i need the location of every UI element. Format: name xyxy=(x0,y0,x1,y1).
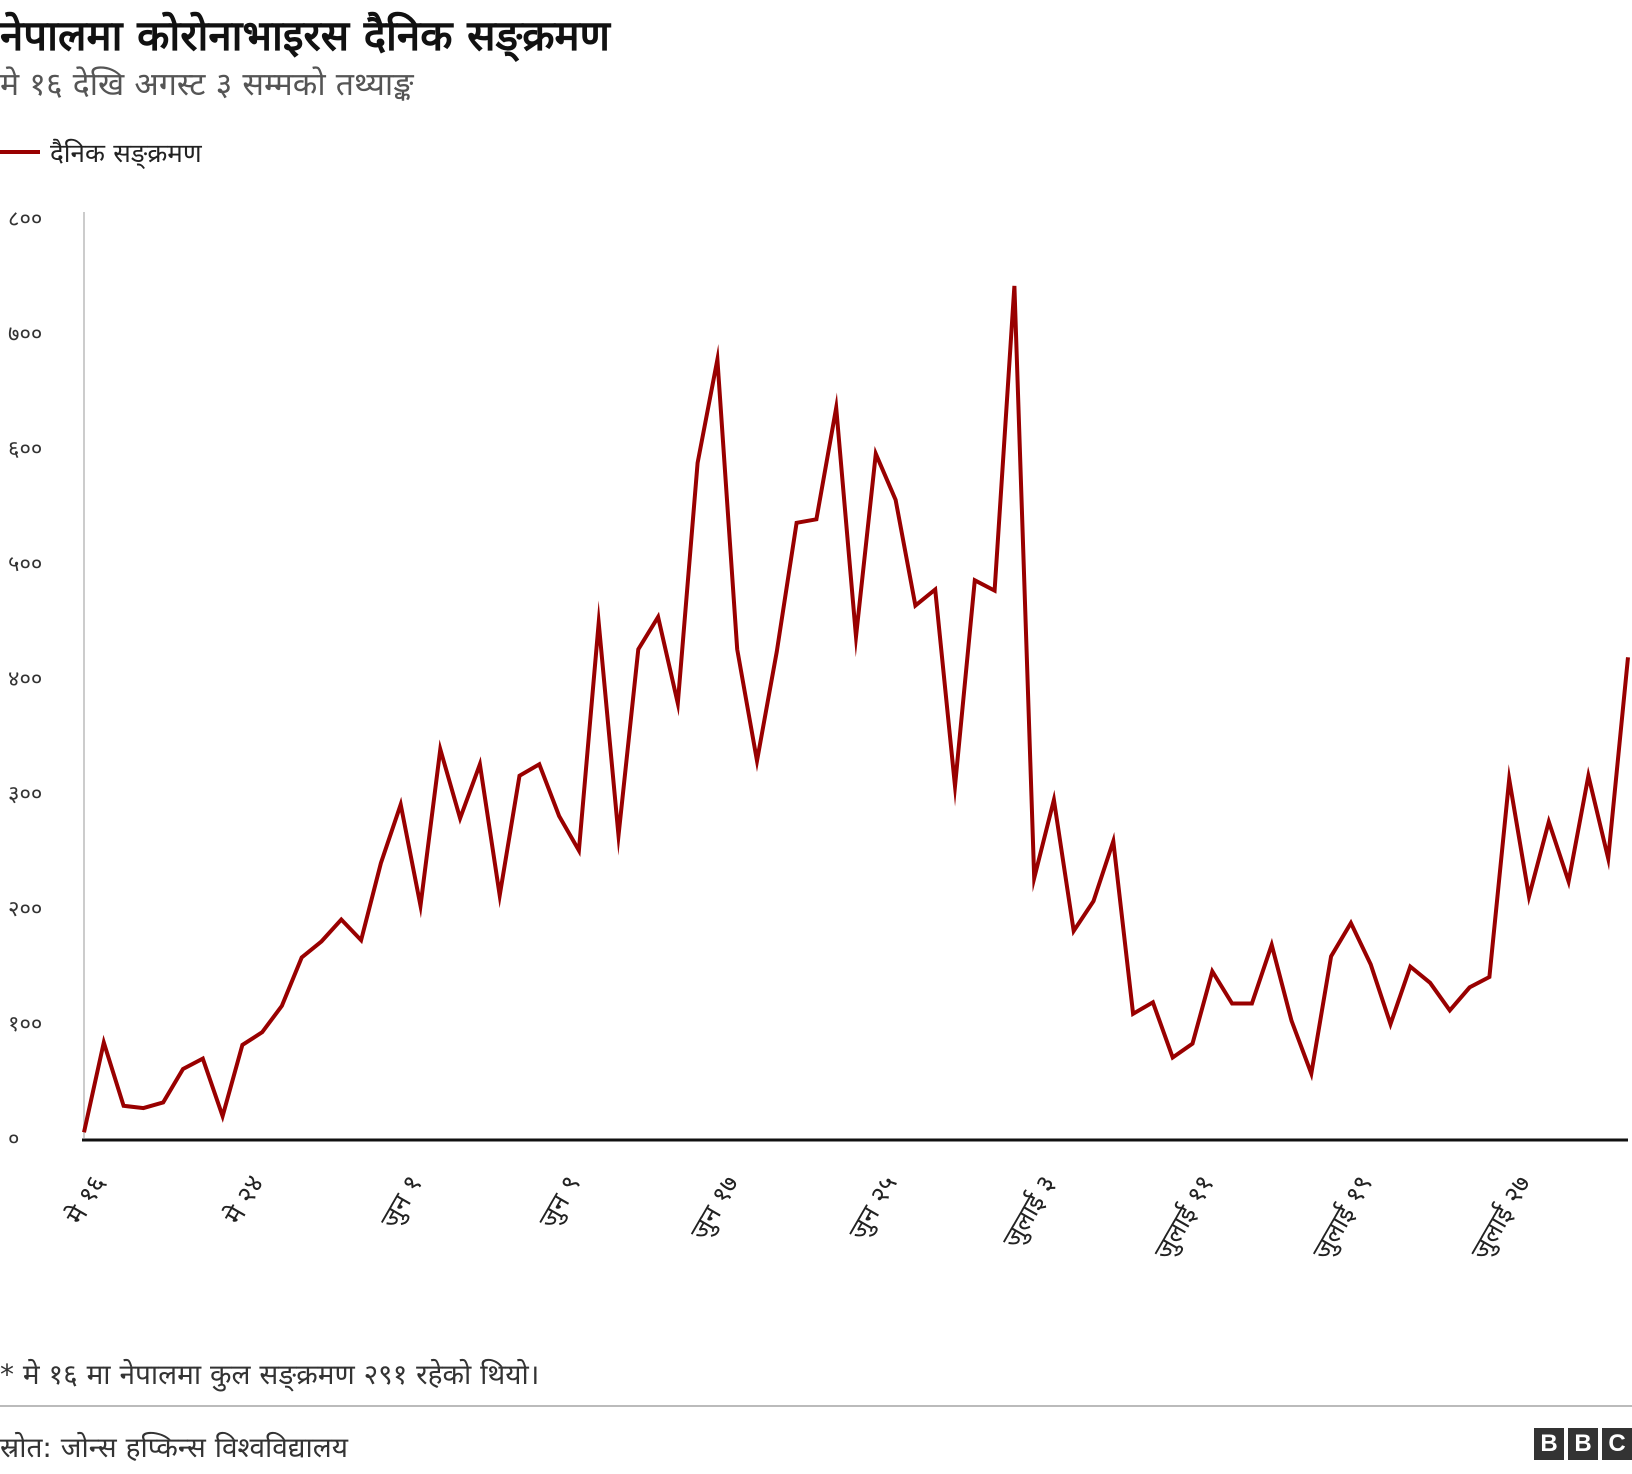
legend: दैनिक सङ्क्रमण xyxy=(0,134,202,170)
x-tick-label: जुन १ xyxy=(375,1171,429,1234)
legend-label: दैनिक सङ्क्रमण xyxy=(50,139,202,169)
y-tick-label: ७०० xyxy=(8,322,42,347)
y-tick-label: ५०० xyxy=(8,552,42,577)
logo-letter: C xyxy=(1602,1428,1632,1460)
y-tick-label: २०० xyxy=(8,897,42,922)
x-tick-label: मे १६ xyxy=(60,1170,112,1230)
x-tick-label: जुलाई २७ xyxy=(1465,1170,1538,1265)
y-tick-label: १०० xyxy=(8,1012,42,1037)
x-tick-label: जुलाई १९ xyxy=(1306,1170,1379,1265)
y-tick-label: ६०० xyxy=(8,437,42,462)
line-chart: ० १०० २०० ३०० ४०० ५०० ६०० ७०० ८०० मे १६ मे २४ जुन १… xyxy=(8,207,1630,1265)
y-tick-label: ३०० xyxy=(8,782,42,807)
x-tick-group: मे २४ xyxy=(218,1170,270,1230)
x-tick-label: जुलाई ३ xyxy=(996,1170,1062,1253)
footnote: * मे १६ मा नेपालमा कुल सङ्क्रमण २९१ रहेक… xyxy=(0,1358,540,1391)
y-tick-label: ० xyxy=(8,1127,19,1152)
x-tick-label: जुन ९ xyxy=(533,1171,587,1234)
x-tick-group: जुन १ xyxy=(375,1171,429,1234)
x-tick-label: जुलाई ११ xyxy=(1148,1170,1221,1265)
x-tick-group: मे १६ xyxy=(60,1170,112,1230)
source-note: स्रोत: जोन्स हप्किन्स विश्वविद्यालय xyxy=(0,1431,348,1464)
divider xyxy=(0,1405,1632,1407)
series-line xyxy=(82,285,1630,1133)
x-tick-label: जुन १७ xyxy=(685,1171,745,1246)
x-tick-label: जुन २५ xyxy=(843,1171,903,1246)
x-tick-group: जुलाई ११ xyxy=(1148,1170,1221,1265)
x-tick-group: जुन ९ xyxy=(533,1171,587,1234)
bbc-logo: B B C xyxy=(1534,1428,1632,1460)
x-tick-group: जुन १७ xyxy=(685,1171,745,1246)
y-tick-label: ८०० xyxy=(8,207,42,232)
x-tick-label: मे २४ xyxy=(218,1170,270,1230)
y-tick-label: ४०० xyxy=(8,667,42,692)
chart-title: नेपालमा कोरोनाभाइरस दैनिक सङ्क्रमण xyxy=(0,11,610,60)
chart-subtitle: मे १६ देखि अगस्ट ३ सम्मको तथ्याङ्क xyxy=(0,65,414,103)
x-tick-group: जुलाई १९ xyxy=(1306,1170,1379,1265)
x-tick-group: जुन २५ xyxy=(843,1171,903,1246)
logo-letter: B xyxy=(1534,1428,1564,1460)
x-tick-group: जुलाई २७ xyxy=(1465,1170,1538,1265)
x-tick-group: जुलाई ३ xyxy=(996,1170,1062,1253)
logo-letter: B xyxy=(1568,1428,1598,1460)
legend-swatch xyxy=(0,150,40,154)
